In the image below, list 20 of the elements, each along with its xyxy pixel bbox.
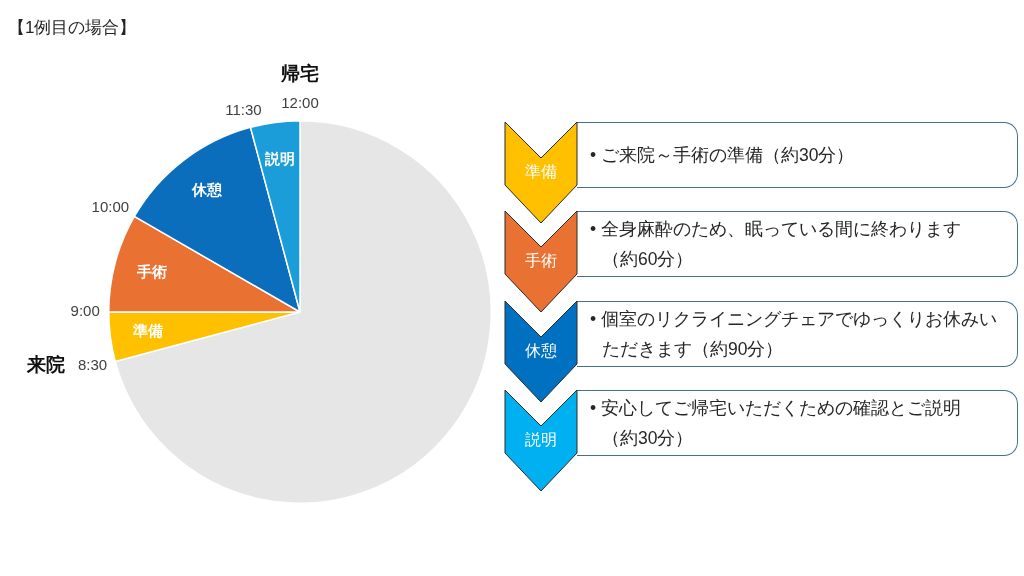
slice-label: 休憩 [190,180,223,198]
category-label: 手術 [524,251,558,272]
slice-label: 説明 [264,150,296,168]
text: 来院 [25,354,65,376]
category-label: 準備 [524,162,558,182]
slice-label: 準備 [132,322,164,340]
text: 9:00 [70,302,100,320]
text: 8:30 [77,355,108,373]
text: • ご来院～手術の準備（約30分） [590,145,855,165]
text: 12:00 [281,94,319,112]
text: 10:00 [91,198,130,216]
text: • 個室のリクライニングチェアでゆっくりお休みいただきます（約90分） [590,308,997,359]
chart-title: 【1例目の場合】 [8,17,137,39]
text: • 全身麻酔のため、眠っている間に終わります（約60分） [590,219,961,270]
text: 帰宅 [280,63,319,85]
category-label: 休憩 [524,340,558,361]
slice-label: 手術 [136,262,168,280]
text: 11:30 [225,101,262,119]
text: • 安心してご帰宅いただくための確認とご説明（約30分） [590,397,961,448]
category-label: 説明 [524,429,558,450]
